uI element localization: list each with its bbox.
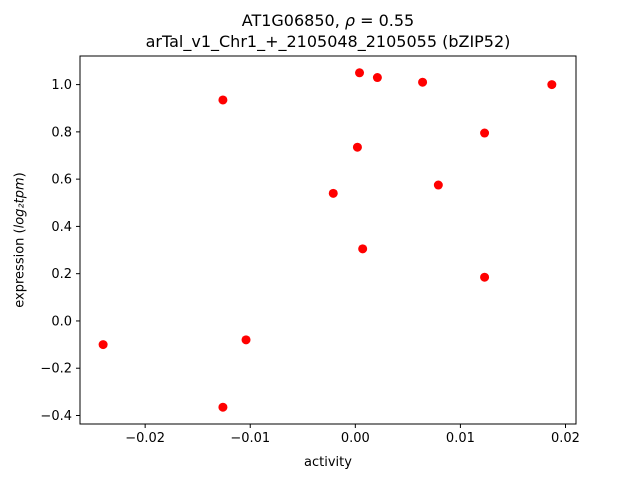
data-point — [218, 95, 228, 105]
data-point — [98, 340, 108, 350]
data-point — [418, 77, 428, 87]
data-point — [241, 335, 251, 345]
y-axis-label-prefix: expression ( — [12, 228, 28, 308]
plot-title-line2: arTal_v1_Chr1_+_2105048_2105055 (bZIP52) — [145, 32, 511, 51]
y-tick-label: −0.2 — [40, 362, 72, 377]
plot-title-line1: AT1G06850, ρ = 0.55 — [146, 10, 511, 31]
x-tick-label: 0.01 — [446, 431, 475, 446]
data-point — [352, 142, 362, 152]
x-tick-label: −0.01 — [230, 431, 270, 446]
data-point — [218, 402, 228, 412]
title-rho-symbol: ρ — [344, 11, 356, 30]
title-gene-id: AT1G06850, — [241, 11, 345, 30]
y-tick-label: 1.0 — [51, 78, 72, 93]
y-tick-label: 0.0 — [51, 314, 72, 329]
x-axis-label: activity — [304, 455, 352, 470]
x-tick-label: 0.00 — [341, 431, 370, 446]
y-tick-label: 0.2 — [51, 267, 72, 282]
data-point — [480, 128, 490, 138]
y-axis-label-suffix: ) — [12, 172, 28, 178]
data-point — [372, 73, 382, 83]
plot-title: AT1G06850, ρ = 0.55 arTal_v1_Chr1_+_2105… — [146, 10, 511, 52]
plot-frame — [79, 55, 577, 425]
y-tick-label: 0.8 — [51, 125, 72, 140]
y-tick-label: 0.4 — [51, 220, 72, 235]
data-point — [355, 68, 365, 78]
data-point — [433, 180, 443, 190]
x-tick-label: 0.02 — [551, 431, 580, 446]
title-rho-value: = 0.55 — [355, 11, 415, 30]
data-point — [328, 188, 338, 198]
y-tick-label: 0.6 — [51, 173, 72, 188]
x-tick-label: −0.02 — [125, 431, 165, 446]
data-point — [358, 244, 368, 254]
y-axis-label-math: log₂tpm — [12, 177, 28, 229]
data-point — [480, 272, 490, 282]
data-point — [547, 80, 557, 90]
y-axis-label: expression (log₂tpm) — [13, 172, 28, 307]
y-tick-label: −0.4 — [40, 409, 72, 424]
